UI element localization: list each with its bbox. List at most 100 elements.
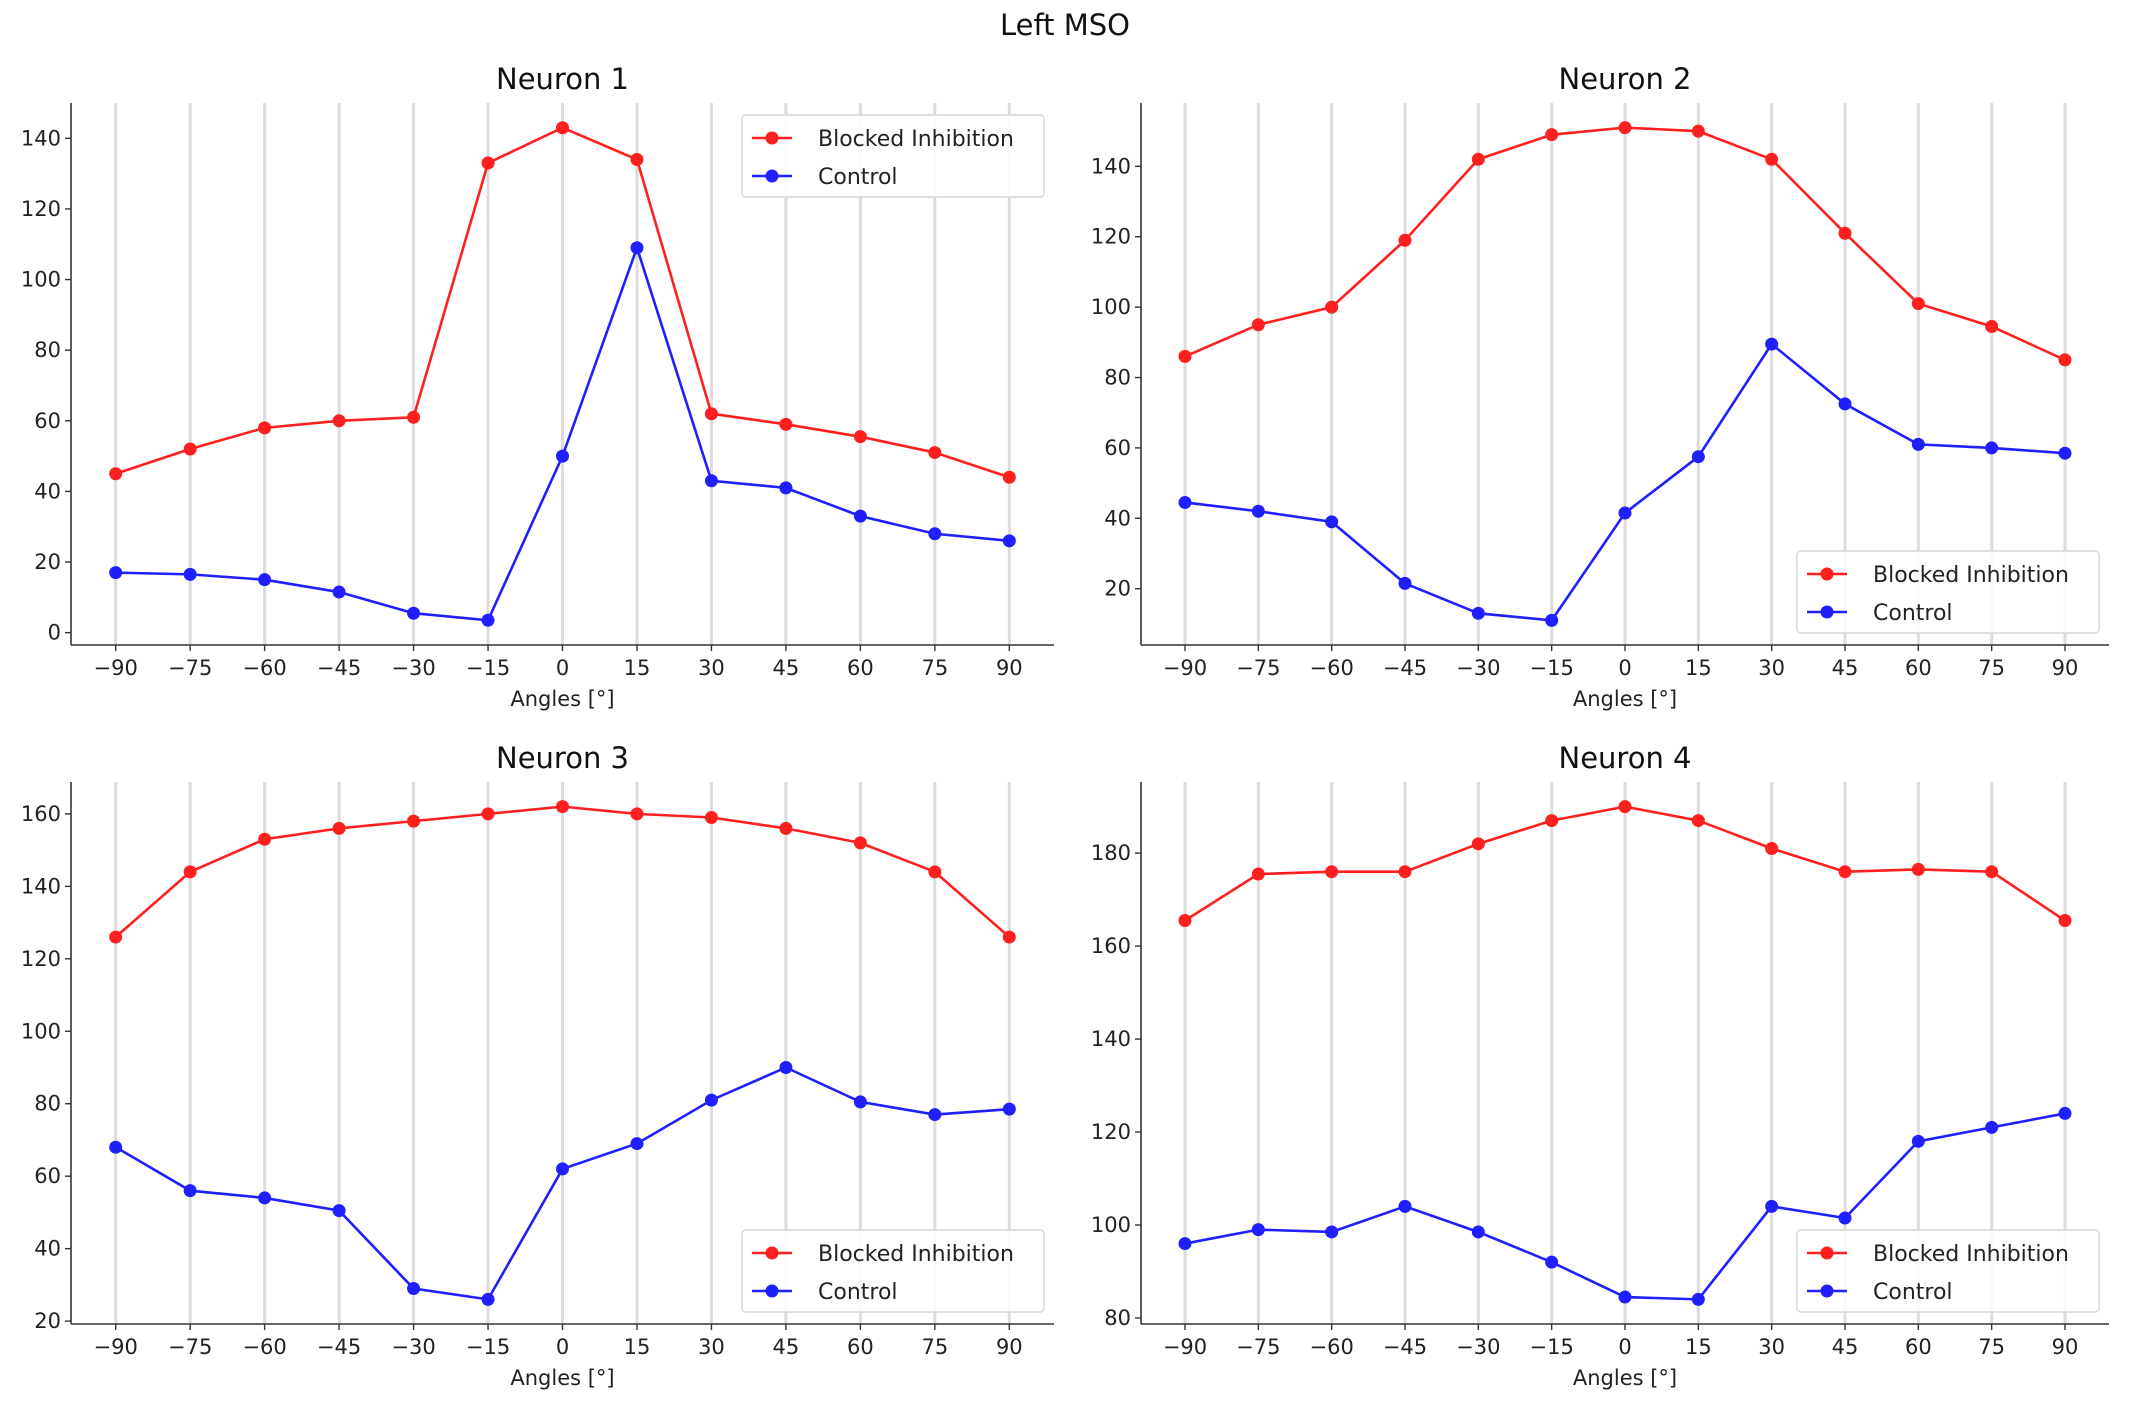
- legend-marker: [765, 1284, 779, 1298]
- data-point: [407, 606, 421, 620]
- data-point: [1002, 534, 1016, 548]
- y-tick-label: 120: [21, 197, 61, 221]
- data-point: [928, 446, 942, 460]
- x-tick-label: 30: [1758, 656, 1785, 680]
- data-point: [1178, 349, 1192, 363]
- y-tick-label: 20: [34, 550, 61, 574]
- data-point: [1002, 470, 1016, 484]
- x-axis-label: Angles [°]: [510, 687, 614, 711]
- data-point: [1398, 1199, 1412, 1213]
- data-point: [2058, 1106, 2072, 1120]
- data-point: [556, 1162, 569, 1176]
- data-point: [258, 1191, 272, 1205]
- x-tick-label: 90: [996, 1335, 1023, 1359]
- data-point: [1398, 233, 1412, 247]
- legend: Blocked Inhibition Control: [1796, 1229, 2100, 1313]
- x-tick-label: −15: [466, 1335, 510, 1359]
- panel-1: −90 −75 −60 −45 −30 −15 0 15 30 45 60 75 90 0 20 40 60 80…: [21, 62, 1054, 711]
- panel-title: Neuron 4: [1559, 741, 1692, 775]
- y-tick-label: 60: [34, 409, 61, 433]
- legend-label: Blocked Inhibition: [1873, 563, 2069, 588]
- suptitle: Left MSO: [1000, 8, 1130, 42]
- data-point: [1251, 1223, 1265, 1237]
- data-point: [1002, 1102, 1016, 1116]
- x-tick-label: 45: [1832, 656, 1859, 680]
- panel-3: −90 −75 −60 −45 −30 −15 0 15 30 45 60 75 90 20 40 60 80 1…: [21, 741, 1054, 1390]
- data-point: [779, 481, 793, 495]
- data-point: [183, 567, 197, 581]
- x-tick-label: 15: [1685, 1335, 1712, 1359]
- x-tick-label: 75: [921, 656, 948, 680]
- data-point: [704, 811, 718, 825]
- data-point: [704, 1093, 718, 1107]
- data-point: [1178, 495, 1192, 509]
- data-point: [258, 421, 272, 435]
- data-point: [630, 1137, 644, 1151]
- x-tick-label: 0: [556, 656, 569, 680]
- x-tick-label: 30: [698, 656, 725, 680]
- legend-marker: [765, 169, 779, 183]
- data-point: [1911, 862, 1925, 876]
- y-tick-label: 20: [1104, 577, 1131, 601]
- data-point: [481, 807, 495, 821]
- data-point: [1471, 837, 1485, 851]
- x-axis-label: Angles [°]: [1573, 687, 1677, 711]
- data-point: [630, 241, 644, 255]
- data-point: [1471, 606, 1485, 620]
- legend-label: Control: [1873, 1280, 1953, 1305]
- data-point: [1911, 297, 1925, 311]
- data-point: [1985, 319, 1999, 333]
- data-point: [1545, 814, 1559, 828]
- x-tick-label: 0: [1618, 1335, 1631, 1359]
- data-point: [1691, 124, 1705, 138]
- data-point: [481, 1292, 495, 1306]
- y-tick-label: 160: [1091, 934, 1131, 958]
- y-tick-label: 140: [1091, 154, 1131, 178]
- legend-marker: [1820, 1284, 1834, 1298]
- data-point: [332, 821, 346, 835]
- y-tick-label: 180: [1091, 841, 1131, 865]
- data-point: [853, 1095, 867, 1109]
- y-tick-label: 140: [21, 874, 61, 898]
- y-tick-label: 40: [34, 1237, 61, 1261]
- x-tick-label: −75: [168, 1335, 212, 1359]
- data-point: [1911, 437, 1925, 451]
- data-point: [779, 821, 793, 835]
- data-point: [1398, 576, 1412, 590]
- data-point: [1838, 397, 1852, 411]
- legend-label: Blocked Inhibition: [818, 127, 1014, 152]
- legend-label: Control: [1873, 601, 1953, 626]
- data-point: [1838, 1211, 1852, 1225]
- x-axis-label: Angles [°]: [1573, 1366, 1677, 1390]
- panel-title: Neuron 2: [1559, 62, 1692, 96]
- data-point: [1325, 865, 1339, 879]
- x-tick-label: 90: [2052, 1335, 2079, 1359]
- y-tick-label: 160: [21, 802, 61, 826]
- data-point: [2058, 914, 2072, 928]
- legend-box: [741, 1229, 1045, 1313]
- legend-box: [1796, 1229, 2100, 1313]
- data-point: [332, 1204, 346, 1218]
- x-tick-label: 45: [1832, 1335, 1859, 1359]
- x-tick-label: −90: [94, 656, 138, 680]
- legend: Blocked Inhibition Control: [741, 1229, 1045, 1313]
- panel-2: −90 −75 −60 −45 −30 −15 0 15 30 45 60 75 90 20 40 60 80 1…: [1091, 62, 2109, 711]
- y-tick-label: 100: [21, 1019, 61, 1043]
- data-point: [258, 573, 272, 587]
- y-tick-label: 40: [34, 479, 61, 503]
- data-point: [556, 121, 569, 135]
- data-point: [1545, 128, 1559, 142]
- x-tick-label: −15: [1530, 656, 1574, 680]
- data-point: [1765, 1199, 1779, 1213]
- x-tick-label: −15: [466, 656, 510, 680]
- data-point: [1838, 865, 1852, 879]
- x-tick-label: −60: [1310, 656, 1354, 680]
- x-axis-label: Angles [°]: [510, 1366, 614, 1390]
- x-tick-label: −45: [317, 656, 361, 680]
- x-tick-label: 0: [1618, 656, 1631, 680]
- x-tick-label: −75: [1236, 1335, 1280, 1359]
- y-tick-label: 100: [1091, 1213, 1131, 1237]
- panel-title: Neuron 1: [496, 62, 629, 96]
- x-tick-label: 90: [996, 656, 1023, 680]
